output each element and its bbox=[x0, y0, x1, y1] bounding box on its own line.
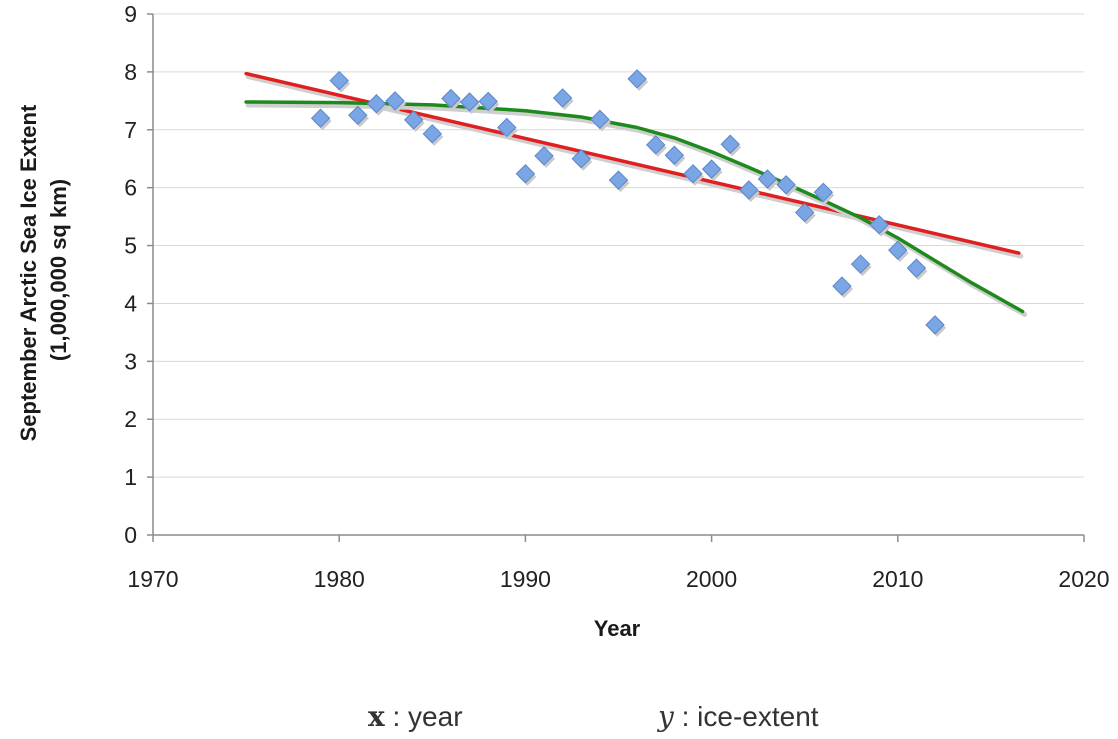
data-point bbox=[888, 240, 908, 260]
y-tick-label: 7 bbox=[124, 117, 137, 143]
data-point bbox=[459, 92, 480, 112]
linear-trend-line bbox=[244, 71, 1021, 255]
y-axis-title-line-2: (1,000,000 sq km) bbox=[46, 179, 71, 361]
variable-caption-y: y : ice-extent bbox=[658, 700, 819, 733]
trend-lines bbox=[244, 71, 1028, 317]
data-point bbox=[776, 175, 796, 195]
data-point bbox=[478, 91, 498, 112]
caption-y-text: ice-extent bbox=[697, 701, 819, 732]
data-point bbox=[832, 276, 852, 296]
x-tick-label: 1970 bbox=[127, 566, 178, 592]
y-axis-title-line-1: September Arctic Sea Ice Extent bbox=[16, 104, 41, 441]
caption-x-separator: : bbox=[384, 701, 409, 732]
data-point bbox=[571, 149, 591, 169]
data-points bbox=[310, 69, 947, 337]
tick-labels: 0 1 2 3 4 5 6 7 8 9 1970 1980 1990 2000 2010 2020 bbox=[124, 1, 1109, 592]
data-point bbox=[366, 94, 387, 114]
data-point bbox=[441, 88, 461, 109]
data-point bbox=[739, 180, 759, 200]
axes bbox=[147, 13, 1085, 542]
data-point bbox=[310, 108, 331, 128]
x-axis-title: Year bbox=[594, 616, 641, 641]
data-point bbox=[348, 105, 368, 126]
data-point bbox=[664, 145, 685, 165]
data-point bbox=[422, 124, 443, 144]
data-point bbox=[906, 258, 927, 278]
data-point bbox=[627, 69, 647, 89]
x-tick-label: 1990 bbox=[500, 566, 551, 592]
y-axis-title: September Arctic Sea Ice Extent (1,000,0… bbox=[16, 99, 71, 442]
data-point bbox=[608, 170, 629, 190]
curved-trend-line bbox=[244, 100, 1025, 314]
y-tick-label: 5 bbox=[124, 233, 137, 259]
y-tick-label: 3 bbox=[124, 348, 137, 374]
y-tick-label: 1 bbox=[124, 464, 137, 490]
data-point bbox=[534, 146, 554, 166]
data-point bbox=[646, 135, 666, 155]
y-tick-label: 9 bbox=[124, 1, 137, 27]
x-tick-label: 1980 bbox=[314, 566, 365, 592]
data-point bbox=[403, 110, 424, 130]
curved-trend-line-shadow bbox=[245, 102, 1028, 317]
data-point bbox=[552, 88, 573, 108]
data-point bbox=[813, 182, 834, 203]
y-tick-label: 6 bbox=[124, 175, 137, 201]
caption-x-text: year bbox=[408, 701, 463, 732]
data-point bbox=[720, 134, 740, 154]
y-tick-label: 8 bbox=[124, 59, 137, 85]
caption-x-symbol: x bbox=[368, 700, 385, 733]
data-point bbox=[850, 254, 871, 274]
data-point bbox=[590, 109, 610, 130]
y-tick-label: 0 bbox=[124, 522, 137, 548]
data-point bbox=[515, 164, 536, 184]
data-point bbox=[329, 70, 349, 91]
data-point bbox=[757, 169, 778, 189]
data-point bbox=[701, 159, 722, 179]
data-point bbox=[794, 202, 815, 223]
caption-y-separator: : bbox=[673, 701, 698, 732]
y-tick-label: 4 bbox=[124, 290, 137, 316]
data-point bbox=[869, 215, 889, 235]
caption-y-symbol: y bbox=[658, 700, 674, 733]
x-tick-label: 2020 bbox=[1058, 566, 1109, 592]
data-point bbox=[925, 315, 945, 335]
data-point bbox=[385, 91, 405, 111]
variable-caption-x: x : year bbox=[368, 700, 463, 733]
data-point bbox=[497, 117, 517, 138]
x-tick-label: 2010 bbox=[872, 566, 923, 592]
x-tick-label: 2000 bbox=[686, 566, 737, 592]
y-tick-label: 2 bbox=[124, 406, 137, 432]
data-point bbox=[683, 164, 703, 184]
